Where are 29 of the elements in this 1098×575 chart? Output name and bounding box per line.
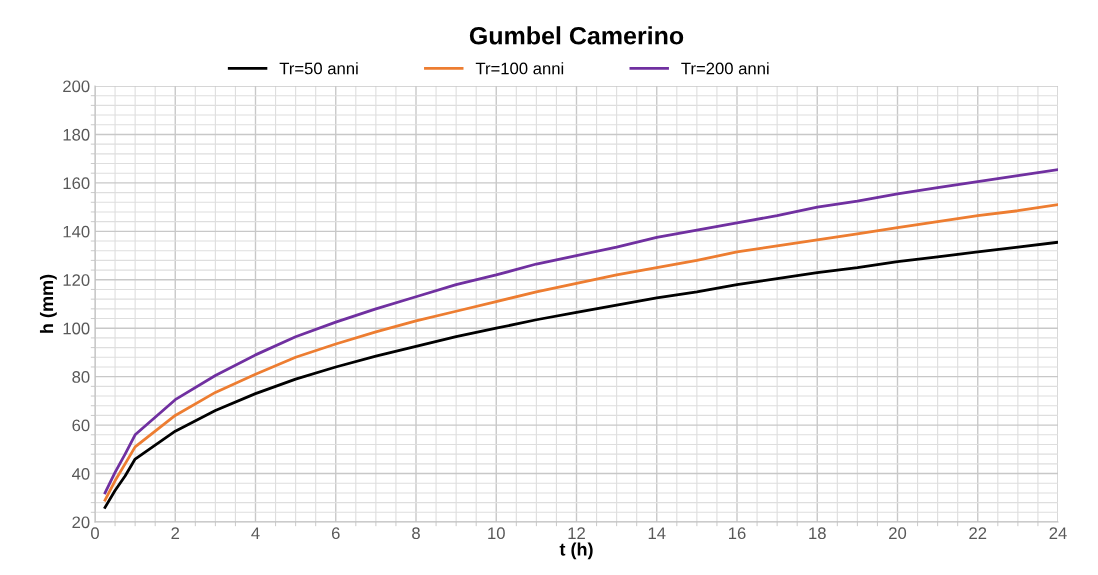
chart-title: Gumbel Camerino xyxy=(469,26,684,45)
y-tick-label: 140 xyxy=(63,225,90,238)
x-tick-label: 6 xyxy=(331,527,340,540)
y-tick-label: 100 xyxy=(63,322,90,335)
x-tick-label: 0 xyxy=(91,527,99,540)
y-axis-title: h (mm) xyxy=(39,274,57,333)
y-tick-label: 200 xyxy=(63,80,90,93)
y-tick-label: 160 xyxy=(63,177,90,190)
x-tick-label: 8 xyxy=(412,527,420,540)
x-tick-label: 12 xyxy=(568,527,585,539)
y-tick-label: 40 xyxy=(71,467,90,480)
y-tick-label: 20 xyxy=(72,516,90,529)
x-tick-label: 16 xyxy=(729,527,746,540)
y-tick-label: 180 xyxy=(63,128,90,141)
y-tick-label: 80 xyxy=(72,371,90,383)
x-tick-label: 18 xyxy=(809,527,826,540)
y-tick-label: 60 xyxy=(72,419,90,432)
x-tick-label: 10 xyxy=(488,527,505,540)
x-tick-label: 14 xyxy=(648,527,666,539)
x-tick-label: 22 xyxy=(969,527,987,539)
legend-label: Tr=50 anni xyxy=(279,62,358,75)
y-tick-label: 120 xyxy=(63,274,90,286)
x-tick-label: 20 xyxy=(889,527,907,540)
legend-label: Tr=100 anni xyxy=(475,62,564,75)
x-axis-title: t (h) xyxy=(559,542,593,560)
x-tick-label: 2 xyxy=(171,527,180,539)
legend-label: Tr=200 anni xyxy=(681,62,769,75)
x-tick-label: 24 xyxy=(1049,527,1067,539)
x-tick-label: 4 xyxy=(251,527,260,539)
